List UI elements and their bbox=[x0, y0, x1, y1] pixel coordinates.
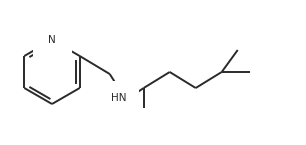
Text: N: N bbox=[48, 35, 56, 45]
Text: HN: HN bbox=[111, 93, 126, 103]
